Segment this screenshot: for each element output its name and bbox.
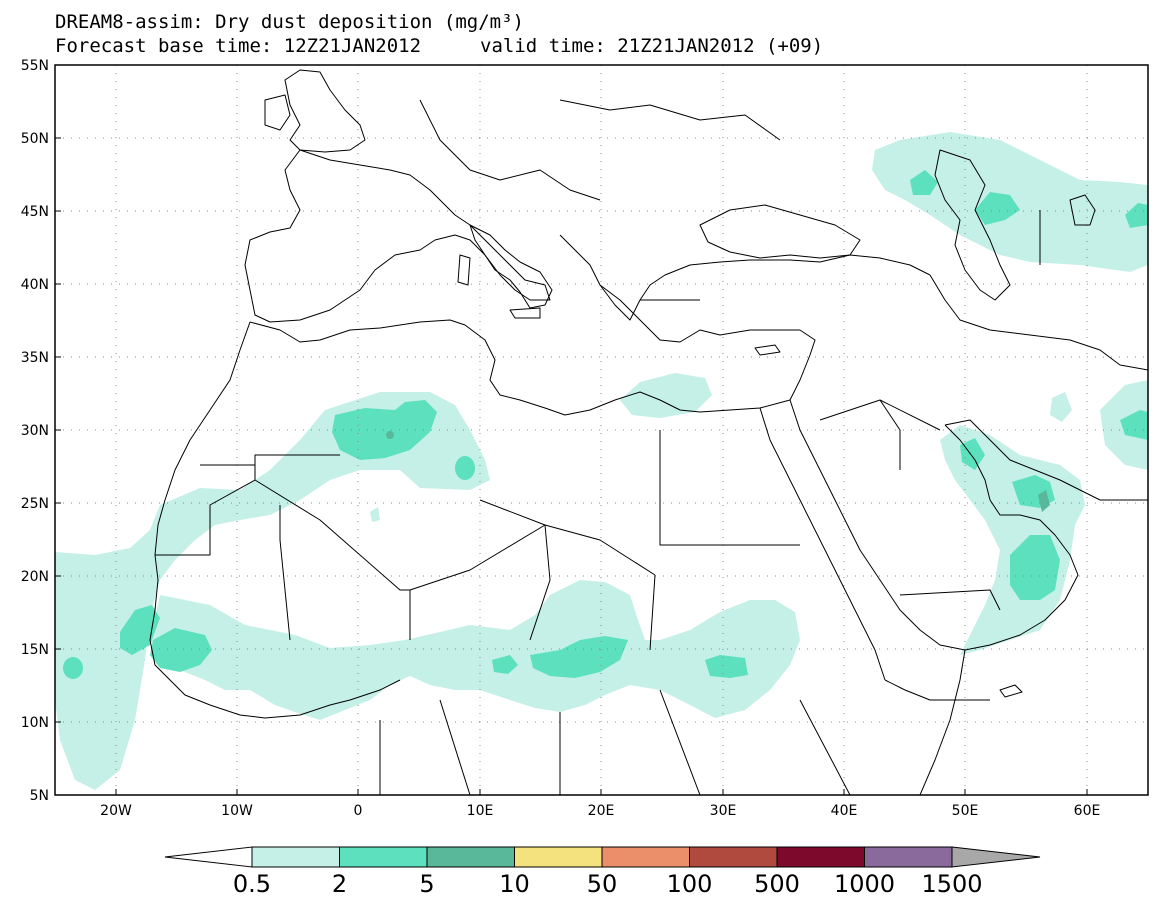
lat-label: 55N [21,58,49,74]
colorbar [164,846,1041,868]
lat-label: 25N [21,496,49,512]
colorbar-label: 1000 [834,870,895,898]
lon-label: 20W [100,803,132,819]
deposition-level-5 [386,431,1050,512]
lon-label: 20E [588,803,615,819]
colorbar-box [601,846,690,868]
colorbar-label: 50 [587,870,618,898]
lon-label: 50E [952,803,979,819]
colorbar-labels: 0.5 2 5 10 50 100 500 1000 1500 [233,870,983,898]
valid-time: valid time: 21Z21JAN2012 (+09) [480,35,824,57]
lat-label: 40N [21,277,49,293]
colorbar-box [864,846,953,868]
chart-subtitle: Forecast base time: 12Z21JAN2012 valid t… [55,36,823,96]
deposition-level-2 [63,170,1148,679]
lon-label: 10W [221,803,253,819]
colorbar-low-arrow [164,846,253,868]
chart-title: DREAM8-assim: Dry dust deposition (mg/m³… [55,11,524,33]
lat-label: 30N [21,423,49,439]
colorbar-label: 0.5 [233,870,271,898]
colorbar-box [426,846,515,868]
colorbar-box [689,846,778,868]
colorbar-label: 500 [754,870,800,898]
axis-ticks [55,137,1088,795]
lat-label: 35N [21,350,49,366]
colorbar-box [339,846,428,868]
lon-label: 0 [354,803,363,819]
graticule [55,65,1148,795]
colorbar-label: 10 [499,870,530,898]
lat-label: 15N [21,642,49,658]
deposition-level-0.5 [55,132,1148,790]
lat-label: 45N [21,204,49,220]
colorbar-box [514,846,603,868]
colorbar-high-arrow [951,846,1041,868]
latitude-labels: 55N 50N 45N 40N 35N 30N 25N 20N 15N 10N … [21,58,49,804]
colorbar-label: 1500 [921,870,982,898]
lat-label: 20N [21,569,49,585]
forecast-base-time: Forecast base time: 12Z21JAN2012 [55,35,422,57]
lon-label: 10E [467,803,494,819]
lon-label: 40E [831,803,858,819]
lon-label: 30E [710,803,737,819]
coastlines-and-borders [149,69,1148,795]
colorbar-label: 2 [332,870,347,898]
colorbar-label: 5 [419,870,434,898]
colorbar-label: 100 [667,870,713,898]
colorbar-box [776,846,865,868]
longitude-labels: 20W 10W 0 10E 20E 30E 40E 50E 60E [100,803,1100,819]
lat-label: 10N [21,715,49,731]
colorbar-box [251,846,340,868]
lat-label: 50N [21,131,49,147]
deposition-shading [55,132,1148,790]
lat-label: 5N [30,788,49,804]
lon-label: 60E [1074,803,1101,819]
